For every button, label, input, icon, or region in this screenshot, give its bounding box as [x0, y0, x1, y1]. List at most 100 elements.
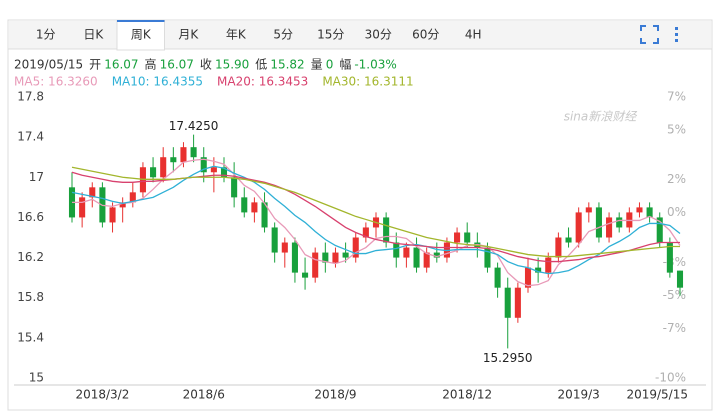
tab[interactable]: 15分	[317, 28, 344, 42]
quote-value: 16.07	[160, 58, 194, 72]
tab[interactable]: 年K	[226, 28, 247, 42]
tab[interactable]: 5分	[273, 28, 293, 42]
y2-tick-label: -3%	[663, 255, 686, 269]
legend-entry: MA10: 16.4355	[112, 75, 203, 89]
candle-body	[89, 187, 96, 198]
candle-body	[423, 252, 430, 268]
x-tick-label: 2018/9	[314, 388, 356, 402]
candle-body	[129, 192, 136, 203]
quote-label: 开	[89, 58, 101, 72]
more-icon[interactable]	[675, 27, 678, 42]
legend-entry: MA5: 16.3260	[14, 75, 98, 89]
tabs: 1分 日K 周K 月K 年K 5分 15分 30分 60分 4H	[36, 20, 482, 51]
quote-label: 收	[200, 58, 212, 72]
candle-body	[322, 252, 329, 263]
candle-body	[231, 177, 238, 198]
candle-body	[545, 257, 552, 273]
y2-tick-label: -7%	[663, 321, 686, 335]
candle-body	[291, 242, 298, 273]
y2-tick-label: 2%	[667, 172, 686, 186]
fullscreen-path[interactable]	[640, 25, 659, 44]
candle-body	[524, 267, 532, 288]
candle-body	[362, 227, 369, 238]
candle-body	[109, 207, 116, 223]
candle-body	[312, 252, 319, 278]
y2-tick-label: 7%	[667, 90, 686, 104]
candle-body	[190, 147, 197, 158]
quote-label: 量	[311, 58, 323, 72]
y2-tick-label: -10%	[655, 371, 686, 385]
x-tick-label: 2018/12	[442, 388, 492, 402]
candle-body	[220, 167, 228, 178]
y-tick-label: 15	[29, 371, 44, 385]
min-label: 15.2950	[483, 351, 533, 365]
y-tick-label: 16.2	[17, 250, 44, 264]
y-tick-label: 17	[29, 170, 44, 184]
candle-body	[261, 202, 268, 228]
max-label: 17.4250	[169, 119, 219, 133]
candle-body	[251, 202, 258, 213]
tab-bar	[9, 21, 711, 49]
tab[interactable]: 周K	[131, 28, 152, 42]
candle-body	[585, 207, 592, 213]
candle-body	[150, 167, 157, 178]
y-tick-label: 15.4	[17, 330, 44, 344]
quote: 开 16.07 高 16.07 收 15.90 低 15.82 量 0 幅 -1.03%	[89, 57, 397, 72]
candle-body	[494, 267, 501, 288]
tab[interactable]: 30分	[365, 28, 392, 42]
quote-value: -1.03%	[354, 58, 396, 72]
ma-line	[71, 166, 680, 258]
candle-body	[180, 147, 187, 163]
candle-body	[210, 167, 217, 173]
legend: MA5: 16.3260 MA10: 16.4355 MA20: 16.3453 MA…	[14, 75, 414, 89]
dot[interactable]	[675, 39, 678, 42]
y2-tick-label: 5%	[667, 123, 686, 137]
candle-body	[504, 287, 511, 318]
watermark: sina新浪财经	[564, 110, 639, 124]
quote-value: 15.82	[270, 58, 304, 72]
quote-label: 高	[145, 57, 157, 72]
ma-line	[71, 165, 681, 275]
y2-tick-label: 0%	[667, 205, 686, 219]
candle-body	[616, 217, 623, 228]
dot[interactable]	[675, 27, 678, 30]
candle-body	[575, 212, 582, 243]
frame	[7, 19, 713, 411]
candle-body	[555, 237, 562, 258]
candle-body	[646, 207, 653, 218]
y-tick-label: 17.8	[17, 90, 44, 104]
y-tick-label: 15.8	[17, 290, 44, 304]
dot[interactable]	[675, 33, 678, 36]
candle-body	[606, 217, 613, 238]
candle-body	[119, 202, 126, 208]
tab[interactable]: 4H	[465, 28, 482, 42]
candle-body	[454, 232, 461, 243]
candle-body	[281, 242, 288, 253]
candle-body	[302, 272, 309, 278]
tab[interactable]: 月K	[178, 28, 199, 42]
x-tick-label: 2019/3	[558, 388, 600, 402]
candle-body	[656, 217, 663, 243]
fullscreen-icon[interactable]	[640, 25, 659, 44]
candle-body	[464, 232, 471, 243]
candle-body	[514, 287, 521, 318]
tab[interactable]: 60分	[412, 28, 439, 42]
quote-label: 低	[255, 58, 267, 72]
legend-entry: MA30: 16.3111	[322, 75, 413, 89]
candle-body	[352, 237, 359, 258]
legend-entry: MA20: 16.3453	[217, 75, 308, 89]
x-tick-label: 2019/5/15	[626, 388, 688, 402]
tab[interactable]: 1分	[36, 28, 56, 42]
candle-body	[595, 207, 602, 238]
x-tick-label: 2018/6	[183, 388, 225, 402]
y-tick-label: 17.4	[17, 130, 44, 144]
tab[interactable]: 日K	[83, 28, 104, 42]
candle-body	[200, 157, 207, 173]
candle-body	[393, 242, 400, 258]
candle-body	[565, 237, 572, 243]
candle-body	[79, 197, 86, 218]
candle-body	[484, 247, 491, 268]
plot: sina新浪财经 15 15.4 15.8 16.2 16.6 17 17.4 17.8 -10%…	[14, 90, 706, 402]
quote-date: 2019/05/15	[14, 58, 83, 72]
